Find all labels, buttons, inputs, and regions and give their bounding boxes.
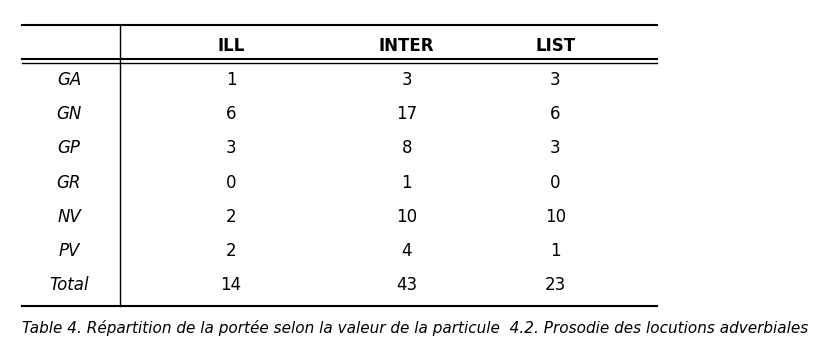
Text: 2: 2 xyxy=(226,242,237,260)
Text: 8: 8 xyxy=(401,139,412,157)
Text: GP: GP xyxy=(58,139,80,157)
Text: 1: 1 xyxy=(550,242,561,260)
Text: ILL: ILL xyxy=(217,36,245,55)
Text: GA: GA xyxy=(57,71,81,89)
Text: 4: 4 xyxy=(401,242,412,260)
Text: 17: 17 xyxy=(396,105,417,123)
Text: 43: 43 xyxy=(396,276,417,294)
Text: 3: 3 xyxy=(550,71,561,89)
Text: GN: GN xyxy=(56,105,82,123)
Text: 10: 10 xyxy=(396,208,417,226)
Text: INTER: INTER xyxy=(379,36,435,55)
Text: GR: GR xyxy=(57,174,81,192)
Text: 0: 0 xyxy=(226,174,237,192)
Text: 0: 0 xyxy=(550,174,560,192)
Text: 3: 3 xyxy=(226,139,237,157)
Text: 14: 14 xyxy=(221,276,242,294)
Text: Table 4. Répartition de la portée selon la valeur de la particule  4.2. Prosodie: Table 4. Répartition de la portée selon … xyxy=(22,320,808,336)
Text: 1: 1 xyxy=(401,174,412,192)
Text: PV: PV xyxy=(59,242,79,260)
Text: 10: 10 xyxy=(545,208,566,226)
Text: 1: 1 xyxy=(226,71,237,89)
Text: 3: 3 xyxy=(401,71,412,89)
Text: 23: 23 xyxy=(544,276,566,294)
Text: Total: Total xyxy=(49,276,89,294)
Text: 2: 2 xyxy=(226,208,237,226)
Text: 3: 3 xyxy=(550,139,561,157)
Text: 6: 6 xyxy=(226,105,237,123)
Text: 6: 6 xyxy=(550,105,560,123)
Text: LIST: LIST xyxy=(535,36,575,55)
Text: NV: NV xyxy=(57,208,81,226)
